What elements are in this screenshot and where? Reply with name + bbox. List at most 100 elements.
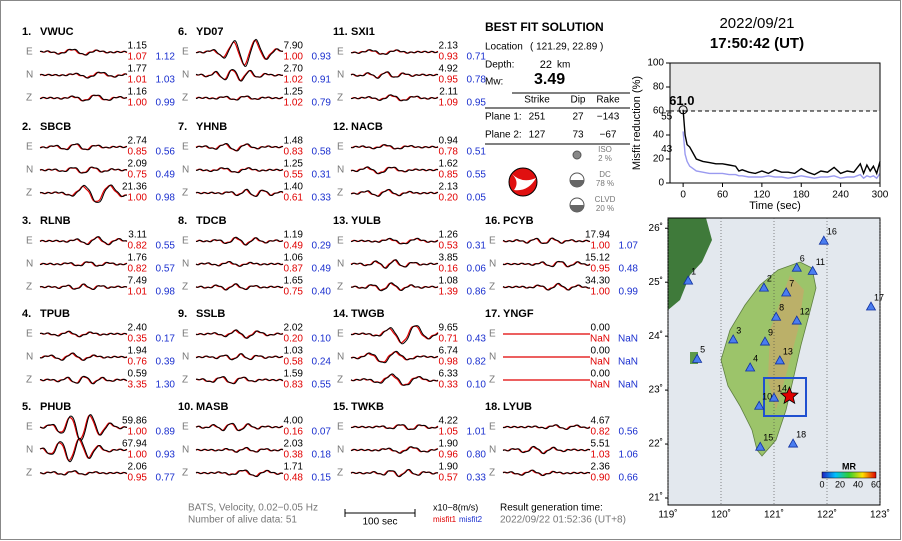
misfit2: 0.55 [156, 241, 176, 252]
misfit1: 0.20 [284, 334, 304, 345]
plane-value: −143 [597, 112, 620, 123]
lon-tick-label: 121˚ [764, 509, 784, 521]
component-label: Z [337, 188, 343, 199]
misfit2: 0.51 [467, 147, 487, 158]
trace-observed [351, 188, 439, 197]
trace-observed [39, 71, 128, 79]
trace-observed [502, 282, 590, 291]
misfit2: NaN [618, 334, 638, 345]
station-label: 4 [753, 353, 758, 363]
misfit1: 0.75 [284, 287, 304, 298]
trace-observed [350, 94, 439, 102]
trace-observed [195, 376, 284, 385]
trace-observed [39, 184, 127, 203]
station-number: 18. [485, 401, 500, 413]
misfit2: 0.43 [467, 334, 487, 345]
station-name: TDCB [196, 215, 227, 227]
y-tick-label: 100 [647, 58, 664, 69]
trace-observed [350, 71, 439, 79]
station-name: TPUB [40, 308, 70, 320]
amplitude: 4.00 [284, 416, 304, 427]
misfit1: 0.58 [284, 357, 304, 368]
misfit2: 0.78 [467, 75, 487, 86]
station-number: 7. [178, 121, 187, 133]
date: 2022/09/21 [719, 15, 794, 32]
solution-title: BEST FIT SOLUTION [485, 20, 604, 34]
misfit1: NaN [590, 334, 610, 345]
trace-observed [195, 422, 284, 432]
station-name: PHUB [40, 401, 71, 413]
misfit2: 0.99 [156, 98, 176, 109]
component-label: Z [489, 468, 495, 479]
station-number: 13. [333, 215, 348, 227]
misfit1: 0.48 [284, 473, 304, 484]
station-name: TWKB [351, 401, 384, 413]
trace-observed [195, 188, 284, 198]
generated: 2022/09/22 01:52:36 (UT+8) [500, 515, 626, 526]
trace-observed [195, 167, 284, 174]
trace-observed [39, 437, 128, 463]
beachball-nodal [512, 174, 536, 191]
station-label: 8 [779, 303, 784, 313]
amplitude: 6.33 [439, 369, 459, 380]
location: ( 121.29, 22.89 ) [530, 42, 603, 53]
misfit1: 1.05 [439, 427, 459, 438]
amplitude: 1.76 [128, 253, 148, 264]
component-label: Z [337, 468, 343, 479]
station-name: MASB [196, 401, 228, 413]
misfit2: 0.40 [312, 287, 332, 298]
misfit2: 0.95 [467, 98, 487, 109]
misfit2: 0.56 [156, 147, 176, 158]
time: 17:50:42 (UT) [710, 35, 804, 52]
component-label: N [182, 352, 189, 363]
amplitude: 1.15 [128, 41, 148, 52]
depth-label: Depth: [485, 60, 514, 71]
amplitude: 2.11 [439, 87, 458, 98]
misfit2: 1.07 [619, 241, 639, 252]
misfit1: 1.00 [591, 241, 611, 252]
plane-label: Plane 2: [485, 130, 522, 141]
misfit2: NaN [618, 357, 638, 368]
station-label: 10 [762, 392, 772, 402]
annotation: 61.0 [669, 93, 694, 108]
station-number: 6. [178, 26, 187, 38]
trace-observed [351, 350, 439, 364]
amplitude: 17.94 [585, 230, 610, 241]
trace-observed [350, 468, 439, 478]
misfit1: 3.35 [128, 380, 148, 391]
misfit1: 1.02 [284, 75, 304, 86]
amplitude: 1.59 [284, 369, 304, 380]
station-number: 3. [22, 215, 31, 227]
trace-observed [40, 94, 128, 102]
component-label: N [26, 165, 33, 176]
misfit2: 0.48 [619, 264, 639, 275]
amplitude: 34.30 [585, 276, 610, 287]
component-label: N [337, 352, 344, 363]
misfit1: 0.85 [439, 170, 459, 181]
y-tick-label: 80 [653, 82, 665, 93]
misfit1: 1.00 [591, 287, 611, 298]
component-label: Z [182, 375, 188, 386]
component-label: E [182, 329, 189, 340]
misfit1: 1.01 [128, 287, 148, 298]
generated-label: Result generation time: [500, 503, 603, 514]
component-label: E [489, 329, 496, 340]
trace-observed [39, 48, 128, 56]
station-marker [755, 441, 766, 451]
misfit2: NaN [618, 380, 638, 391]
component-percent: 78 % [596, 179, 614, 188]
station-label: 11 [816, 257, 825, 267]
station-marker [791, 262, 802, 272]
station-marker [728, 334, 739, 344]
trace-observed [350, 325, 439, 345]
misfit2: 0.10 [467, 380, 487, 391]
misfit1: 0.57 [439, 473, 459, 484]
series-line [682, 131, 881, 180]
component-label: E [337, 47, 344, 58]
station-marker [818, 235, 830, 245]
misfit1: 1.39 [439, 287, 459, 298]
amplitude: 4.92 [439, 64, 459, 75]
mw-label: Mw: [485, 77, 503, 88]
amplitude: 9.65 [439, 323, 459, 334]
misfit1: 1.00 [128, 427, 148, 438]
